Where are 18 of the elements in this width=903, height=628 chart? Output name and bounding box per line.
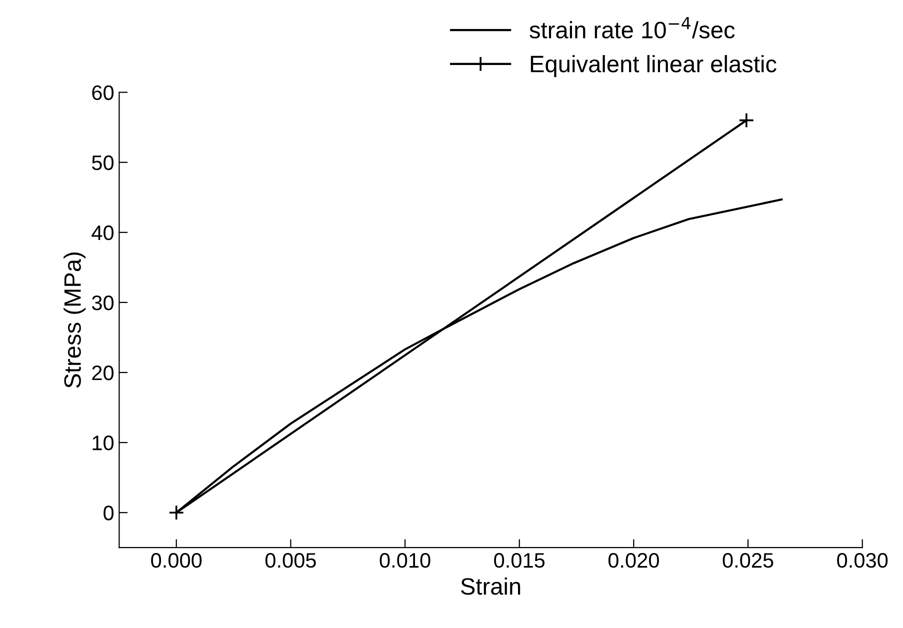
legend-label: strain rate 10$^{−4}$/sec: [530, 17, 735, 38]
y-tick-label: 50: [92, 155, 114, 170]
y-tick-label: 20: [92, 366, 114, 380]
x-tick-label: 0.030: [837, 553, 888, 568]
y-tick-label: 40: [92, 225, 114, 240]
x-tick-label: 0.025: [722, 553, 774, 568]
x-tick-label: 0.010: [380, 553, 430, 568]
y-tick-label: 30: [92, 295, 114, 310]
y-tick-label: 10: [92, 436, 114, 450]
x-tick-label: 0.000: [151, 553, 202, 568]
y-tick-label: 0: [104, 506, 114, 520]
y-axis-title: Stress (MPa): [64, 252, 86, 388]
legend-label: Equivalent linear elastic: [530, 55, 776, 78]
x-tick-label: 0.015: [494, 553, 545, 568]
x-tick-label: 0.020: [608, 553, 659, 568]
x-tick-label: 0.005: [265, 553, 316, 568]
x-axis-title: Strain: [461, 577, 520, 595]
y-tick-label: 60: [92, 85, 114, 100]
